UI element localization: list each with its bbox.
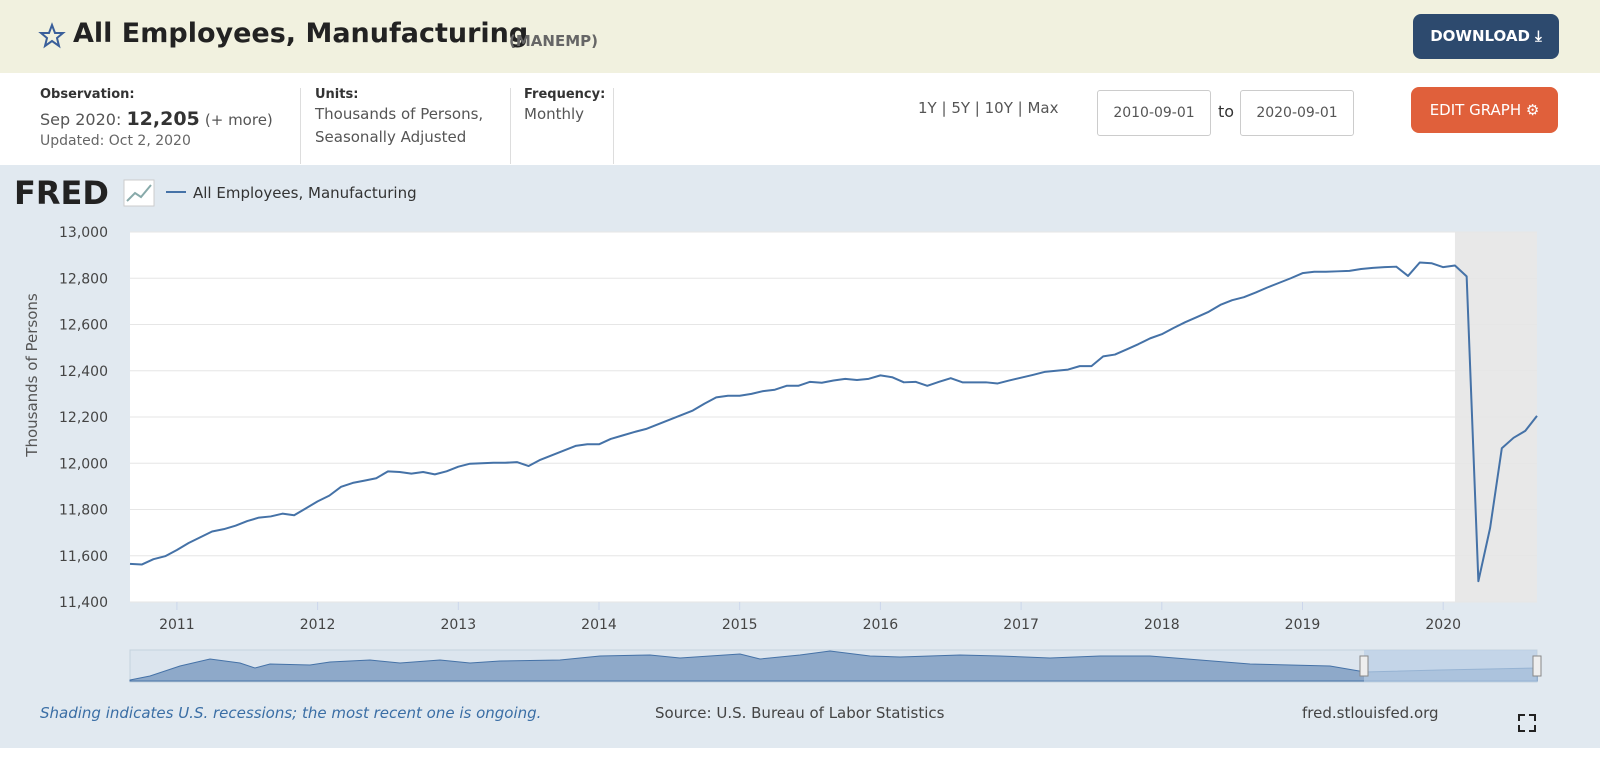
navigator-handle[interactable] [1359,655,1369,677]
download-text: DOWNLOAD [1430,27,1530,45]
observation-more[interactable]: (+ more) [204,111,273,129]
y-tick-label: 11,800 [59,503,108,519]
download-button[interactable]: DOWNLOAD ⤓ [1413,14,1559,59]
page-title: All Employees, Manufacturing [73,18,529,49]
date-from[interactable]: 2010-09-01 [1097,90,1211,136]
logo-icon [123,179,155,207]
edit-graph-text: EDIT GRAPH [1429,101,1522,119]
y-tick-label: 12,600 [59,318,108,334]
x-tick-label: 2018 [1144,617,1180,633]
updated-date: Updated: Oct 2, 2020 [40,133,191,149]
separator [510,88,511,164]
y-axis-label: Thousands of Persons [23,293,41,458]
x-tick-label: 2011 [159,617,195,633]
units-line: Thousands of Persons, [315,105,484,123]
range-separator: | [1012,99,1028,117]
observation-value: 12,205 [126,108,200,130]
source: Source: U.S. Bureau of Labor Statistics [655,704,945,722]
separator [613,88,614,164]
fullscreen-icon[interactable] [1518,714,1536,732]
x-tick-label: 2012 [300,617,336,633]
observation-period: Sep 2020: [40,110,122,129]
navigator-selection[interactable] [1364,650,1537,682]
series-id: (MANEMP) [509,32,598,50]
frequency-label: Frequency: [524,87,606,102]
logo-icon-line [126,184,152,202]
to-label: to [1218,102,1235,121]
units-label: Units: [315,87,359,102]
y-tick-label: 12,200 [59,410,108,426]
x-tick-label: 2015 [722,617,758,633]
y-tick-label: 11,400 [59,595,108,611]
range-button[interactable]: Max [1027,99,1059,117]
units-line: Seasonally Adjusted [315,128,467,146]
observation-label: Observation: [40,87,135,102]
x-tick-label: 2013 [440,617,476,633]
date-to[interactable]: 2020-09-01 [1240,90,1354,136]
header-bar [0,0,1600,73]
range-separator: | [970,99,985,117]
star-icon[interactable] [38,22,66,49]
frequency-value: Monthly [524,105,585,123]
x-tick-label: 2017 [1003,617,1039,633]
range-button[interactable]: 5Y [951,99,971,117]
navigator-handle[interactable] [1532,655,1542,677]
fred-logo: FRED [14,174,109,212]
legend-label: All Employees, Manufacturing [193,184,417,202]
y-tick-label: 12,000 [59,456,108,472]
y-tick-label: 13,000 [59,225,108,241]
range-button[interactable]: 1Y [918,99,937,117]
site-url[interactable]: fred.stlouisfed.org [1302,704,1439,722]
range-button[interactable]: 10Y [984,99,1013,117]
range-separator: | [936,99,952,117]
x-tick-label: 2016 [863,617,899,633]
recession-note: Shading indicates U.S. recessions; the m… [40,704,542,722]
separator [300,88,301,164]
data-line [129,261,1538,583]
y-tick-label: 11,600 [59,549,108,565]
edit-graph-button[interactable]: EDIT GRAPH ⚙ [1411,87,1558,133]
range-buttons: 1Y | 5Y | 10Y | Max [918,99,1058,117]
navigator-area [129,650,1538,682]
x-tick-label: 2020 [1425,617,1461,633]
y-tick-label: 12,400 [59,364,108,380]
x-tick-label: 2014 [581,617,617,633]
y-tick-label: 12,800 [59,271,108,287]
x-tick-label: 2019 [1285,617,1321,633]
